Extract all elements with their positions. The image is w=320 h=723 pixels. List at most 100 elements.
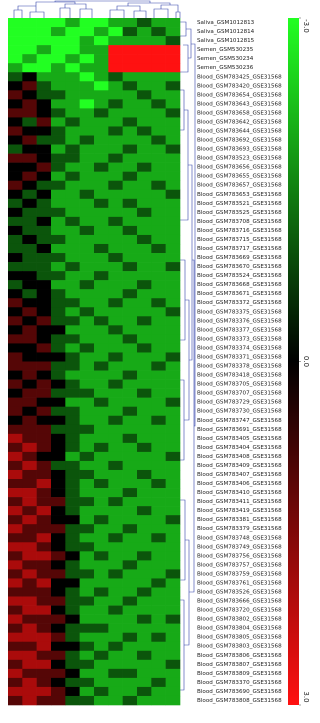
heatmap-cell bbox=[51, 497, 66, 507]
heatmap-cell bbox=[36, 280, 52, 290]
heatmap-cell bbox=[51, 153, 66, 163]
heatmap-cell bbox=[51, 641, 66, 652]
heatmap-cell bbox=[151, 596, 166, 606]
heatmap-cell bbox=[65, 162, 80, 172]
heatmap-cell bbox=[51, 587, 66, 597]
row-label: Blood_GSM783809_GSE31568 bbox=[197, 671, 282, 677]
heatmap-cell bbox=[22, 578, 37, 588]
heatmap-cell bbox=[51, 280, 66, 290]
heatmap-cell bbox=[36, 108, 52, 118]
heatmap-cell bbox=[22, 551, 37, 561]
heatmap-cell bbox=[137, 488, 152, 498]
heatmap-cell bbox=[122, 632, 138, 643]
heatmap-cell bbox=[94, 180, 109, 191]
heatmap-cell bbox=[8, 433, 23, 444]
heatmap-cell bbox=[65, 533, 80, 543]
heatmap-cell bbox=[151, 18, 166, 28]
heatmap-cell bbox=[65, 189, 80, 200]
heatmap-cell bbox=[151, 289, 166, 299]
heatmap-cell bbox=[108, 262, 123, 272]
row-label: Blood_GSM783657_GSE31568 bbox=[197, 183, 282, 189]
heatmap-cell bbox=[51, 388, 66, 398]
heatmap-cell bbox=[94, 695, 109, 706]
heatmap-cell bbox=[137, 379, 152, 389]
heatmap-cell bbox=[165, 207, 181, 218]
heatmap-cell bbox=[137, 415, 152, 426]
heatmap-cell bbox=[122, 171, 138, 182]
heatmap-cell bbox=[137, 135, 152, 145]
heatmap-cell bbox=[22, 352, 37, 362]
heatmap-cell bbox=[165, 307, 181, 317]
heatmap-cell bbox=[22, 225, 37, 236]
row-label: Blood_GSM783521_GSE31568 bbox=[197, 201, 282, 207]
row-label: Blood_GSM783807_GSE31568 bbox=[197, 662, 282, 668]
heatmap-cell bbox=[36, 533, 52, 543]
heatmap-cell bbox=[108, 27, 123, 37]
heatmap-cell bbox=[51, 27, 66, 37]
heatmap-cell bbox=[65, 515, 80, 525]
heatmap-cell bbox=[108, 280, 123, 290]
heatmap-cell bbox=[151, 569, 166, 579]
heatmap-cell bbox=[151, 551, 166, 561]
heatmap-cell bbox=[22, 216, 37, 227]
heatmap-cell bbox=[36, 632, 52, 643]
row-label: Saliva_GSM1012814 bbox=[197, 29, 255, 35]
heatmap-cell bbox=[151, 442, 166, 453]
heatmap-cell bbox=[108, 479, 123, 489]
heatmap-cell bbox=[151, 325, 166, 335]
heatmap-cell bbox=[36, 524, 52, 534]
row-label: Blood_GSM783408_GSE31568 bbox=[197, 454, 282, 460]
heatmap-cell bbox=[79, 36, 95, 46]
heatmap-cell bbox=[79, 99, 95, 109]
heatmap-cell bbox=[165, 632, 181, 643]
heatmap-cell bbox=[22, 63, 37, 73]
heatmap-cell bbox=[94, 189, 109, 200]
heatmap-cell bbox=[8, 506, 23, 516]
heatmap-cell bbox=[165, 379, 181, 389]
heatmap-cell bbox=[79, 506, 95, 516]
heatmap-cell bbox=[108, 641, 123, 652]
heatmap-cell bbox=[22, 117, 37, 127]
row-label: Blood_GSM783425_GSE31568 bbox=[197, 74, 282, 80]
heatmap-cell bbox=[122, 397, 138, 407]
heatmap-cell bbox=[79, 343, 95, 353]
heatmap-cell bbox=[108, 578, 123, 588]
heatmap-cell bbox=[65, 334, 80, 344]
heatmap-cell bbox=[165, 81, 181, 91]
row-label: Blood_GSM783643_GSE31568 bbox=[197, 101, 282, 107]
heatmap-cell bbox=[22, 126, 37, 136]
heatmap-cell bbox=[65, 99, 80, 109]
heatmap-cell bbox=[51, 451, 66, 462]
heatmap-cell bbox=[79, 605, 95, 615]
heatmap-cell bbox=[137, 524, 152, 534]
heatmap-cell bbox=[94, 289, 109, 299]
heatmap-cell bbox=[165, 108, 181, 118]
heatmap-cell bbox=[79, 497, 95, 507]
heatmap-cell bbox=[65, 126, 80, 136]
heatmap-cell bbox=[79, 596, 95, 606]
heatmap-cell bbox=[36, 153, 52, 163]
heatmap-cell bbox=[108, 135, 123, 145]
heatmap-cell bbox=[22, 153, 37, 163]
heatmap-cell bbox=[137, 253, 152, 263]
heatmap-cell bbox=[94, 388, 109, 398]
row-label: Blood_GSM783405_GSE31568 bbox=[197, 436, 282, 442]
heatmap-cell bbox=[36, 587, 52, 597]
heatmap-cell bbox=[122, 560, 138, 570]
heatmap-cell bbox=[165, 54, 181, 64]
heatmap-cell bbox=[65, 424, 80, 435]
heatmap-cell bbox=[51, 135, 66, 145]
heatmap-cell bbox=[122, 686, 138, 697]
heatmap-cell bbox=[22, 99, 37, 109]
heatmap-cell bbox=[122, 668, 138, 679]
heatmap-cell bbox=[137, 280, 152, 290]
heatmap-cell bbox=[94, 234, 109, 245]
heatmap-cell bbox=[36, 469, 52, 480]
heatmap-cell bbox=[79, 488, 95, 498]
heatmap-cell bbox=[51, 253, 66, 263]
heatmap-cell bbox=[94, 560, 109, 570]
heatmap-cell bbox=[65, 171, 80, 182]
heatmap-cell bbox=[65, 488, 80, 498]
heatmap-cell bbox=[65, 27, 80, 37]
heatmap-cell bbox=[151, 497, 166, 507]
